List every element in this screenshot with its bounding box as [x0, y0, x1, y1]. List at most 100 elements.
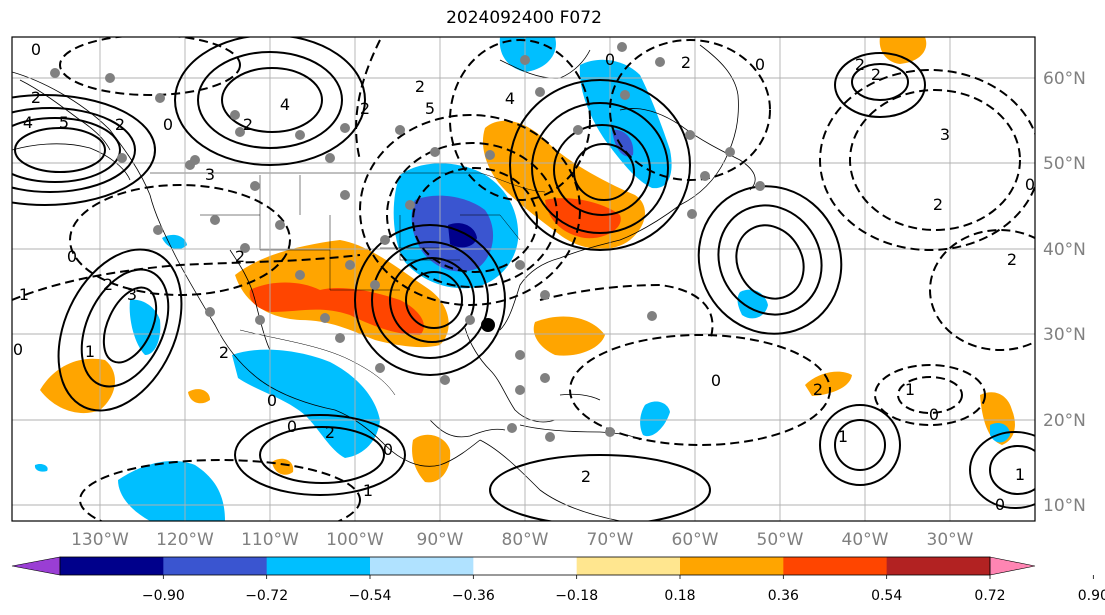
contour-solid	[197, 51, 343, 149]
contour-solid	[735, 224, 805, 300]
contour-dashed	[359, 114, 581, 306]
contour-value-label: 2	[871, 65, 881, 84]
contour-value-label: 5	[59, 113, 69, 132]
longitude-label: 110°W	[241, 530, 299, 550]
shade-red-region	[249, 282, 424, 335]
contour-value-label: 1	[19, 285, 29, 304]
contour-value-label: 2	[581, 467, 591, 486]
contour-value-label: 2	[681, 53, 691, 72]
contour-value-label: 2	[360, 99, 370, 118]
longitude-label: 50°W	[757, 530, 804, 550]
contour-value-label: 0	[383, 440, 393, 459]
contour-value-label: 3	[205, 165, 215, 184]
colorbar-tick-label: 0.18	[664, 588, 695, 604]
contour-solid	[80, 268, 170, 388]
contour-solid	[12, 117, 121, 183]
contour-dashed	[355, 39, 381, 161]
contour-solid	[834, 419, 886, 471]
contour-dashed	[849, 89, 1021, 231]
contour-value-label: 0	[31, 40, 41, 59]
shade-blue-region	[640, 401, 670, 437]
contour-solid	[573, 143, 635, 201]
contour-solid	[354, 224, 506, 376]
contour-value-label: 4	[280, 95, 290, 114]
shade-blue-region	[162, 234, 187, 250]
contour-value-label: 0	[267, 391, 277, 410]
shade-blue-region	[990, 423, 1010, 443]
latitude-labels: 60°N 50°N 40°N 30°N 20°N 10°N	[1043, 69, 1086, 516]
longitude-label: 70°W	[587, 530, 634, 550]
contour-value-label: 2	[933, 195, 943, 214]
contour-value-label: 2	[855, 55, 865, 74]
contour-solid	[389, 257, 475, 343]
shade-blue-region	[737, 289, 768, 319]
longitude-label: 80°W	[502, 530, 549, 550]
contour-solid	[969, 431, 1035, 509]
contour-value-label: 0	[287, 417, 297, 436]
contour-dashed	[12, 254, 361, 301]
shade-blue-region	[129, 299, 161, 355]
shade-blue-region	[34, 463, 48, 472]
contour-dashed	[412, 167, 538, 273]
contour-value-label: 0	[13, 340, 23, 359]
contour-dashed	[59, 37, 241, 96]
contour-solid	[57, 248, 183, 412]
colorbar-tick-label: 0.72	[974, 588, 1005, 604]
longitude-label: 30°W	[927, 530, 974, 550]
colorbar-tick-label: 0.90	[1078, 588, 1105, 604]
contour-solid	[509, 79, 691, 251]
latitude-label: 40°N	[1043, 240, 1086, 260]
contour-solid	[717, 204, 823, 316]
contour-dashed	[569, 334, 831, 446]
colorbar-outline	[59, 556, 991, 576]
contour-value-label: 0	[995, 495, 1005, 514]
shade-orange-region	[533, 316, 605, 356]
contour-solid	[102, 286, 158, 364]
contour-solid	[834, 52, 926, 118]
colorbar-segment	[576, 557, 681, 575]
map-background	[12, 37, 1035, 521]
contour-dashed	[69, 184, 291, 296]
graticule	[12, 37, 1035, 521]
contour-solid	[405, 271, 463, 329]
contour-value-label: 0	[711, 371, 721, 390]
shade-blue-region	[118, 460, 225, 521]
contour-value-label: 2	[235, 247, 245, 266]
contour-solid	[531, 102, 669, 234]
contour-value-label: 0	[755, 55, 765, 74]
latitude-label: 30°N	[1043, 325, 1086, 345]
latitude-label: 50°N	[1043, 154, 1086, 174]
contour-solid	[174, 37, 366, 166]
contour-solid	[819, 404, 901, 486]
contour-value-label: 1	[838, 427, 848, 446]
map-frame	[11, 36, 1036, 522]
contour-value-label: 4	[505, 89, 515, 108]
contour-solid	[234, 414, 406, 496]
contour-dashed	[874, 364, 986, 426]
storm-center-marker	[481, 318, 495, 332]
contour-value-label: 1	[85, 342, 95, 361]
colorbar-segment	[473, 557, 578, 575]
shade-orange-region	[272, 458, 294, 475]
contour-dashed	[929, 229, 1035, 351]
contour-solid	[697, 185, 843, 335]
shade-orange-region	[805, 371, 852, 396]
contour-solid	[12, 107, 136, 193]
longitude-label: 60°W	[672, 530, 719, 550]
colorbar-tick-label: −0.36	[452, 588, 495, 604]
contour-value-label: 0	[67, 247, 77, 266]
longitude-label: 120°W	[156, 530, 214, 550]
contour-value-label: 0	[605, 50, 615, 69]
contour-value-label: 2	[1007, 250, 1017, 269]
contours	[12, 37, 1035, 521]
contour-value-label: 2	[115, 115, 125, 134]
colorbar-segment	[370, 557, 474, 575]
colorbar-extend-high	[989, 556, 1036, 576]
colorbar-segment	[60, 557, 164, 575]
contour-dashed	[79, 459, 361, 521]
colorbar-segment	[266, 557, 371, 575]
shade-red-region	[545, 198, 621, 239]
shade-orange-region	[879, 37, 927, 64]
colorbar-tick-label: 0.54	[871, 588, 902, 604]
